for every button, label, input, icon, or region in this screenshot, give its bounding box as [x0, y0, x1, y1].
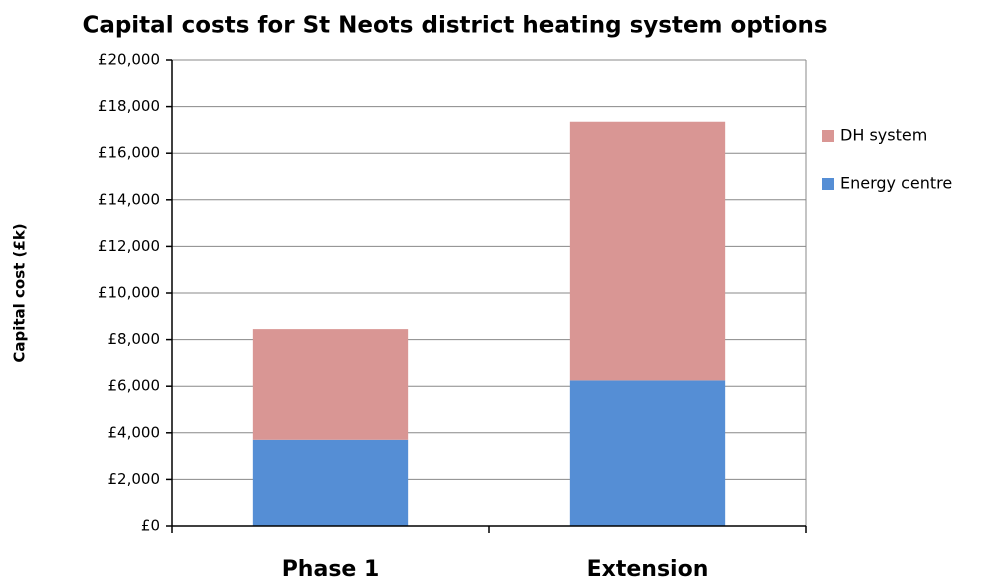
- y-tick-label: £20,000: [98, 51, 160, 69]
- legend-label: Energy centre: [840, 174, 952, 193]
- y-tick-label: £6,000: [108, 377, 161, 395]
- legend-label: DH system: [840, 126, 927, 145]
- y-axis-label: Capital cost (£k): [11, 223, 29, 362]
- bar-segment: [569, 380, 726, 526]
- bar-segment: [569, 121, 726, 381]
- bar-segment: [252, 329, 409, 440]
- y-tick-label: £18,000: [98, 97, 160, 115]
- x-tick-label: Extension: [587, 557, 709, 582]
- x-tick-label: Phase 1: [282, 557, 380, 582]
- legend-swatch: [822, 130, 834, 142]
- y-tick-label: £14,000: [98, 190, 160, 208]
- y-tick-label: £12,000: [98, 237, 160, 255]
- y-tick-label: £0: [141, 517, 160, 535]
- legend-swatch: [822, 178, 834, 190]
- y-tick-label: £2,000: [108, 470, 161, 488]
- bar-segment: [252, 439, 409, 526]
- y-tick-label: £16,000: [98, 144, 160, 162]
- chart-title: Capital costs for St Neots district heat…: [82, 13, 827, 39]
- y-tick-label: £10,000: [98, 284, 160, 302]
- y-tick-label: £4,000: [108, 423, 161, 441]
- y-tick-label: £8,000: [108, 330, 161, 348]
